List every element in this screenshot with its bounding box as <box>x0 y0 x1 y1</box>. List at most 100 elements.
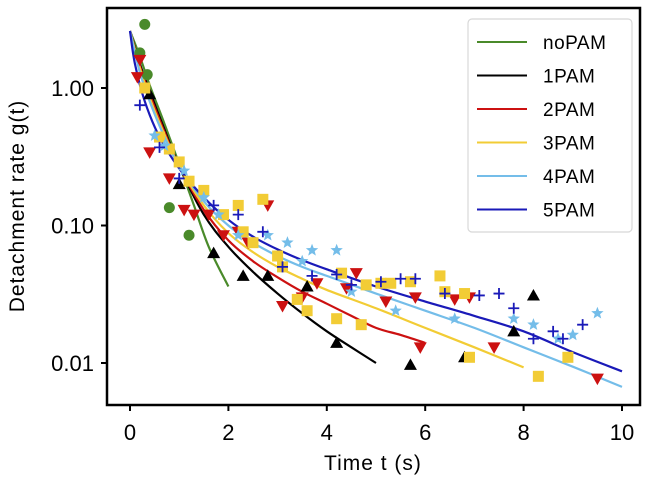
data-point-4pam <box>389 304 402 316</box>
y-tick-label: 0.10 <box>51 214 94 239</box>
data-point-1pam <box>507 324 521 337</box>
data-point-2pam <box>413 342 427 354</box>
legend-box <box>467 18 633 233</box>
data-point-2pam <box>133 54 147 67</box>
data-point-3pam <box>163 143 175 155</box>
data-point-3pam <box>434 270 446 282</box>
data-point-5pam <box>232 209 244 221</box>
data-point-5pam <box>577 319 589 331</box>
data-point-4pam <box>566 328 579 341</box>
x-tick-label: 4 <box>321 420 333 445</box>
data-point-3pam <box>532 370 544 382</box>
data-point-4pam <box>212 208 225 220</box>
data-point-5pam <box>527 333 539 345</box>
data-point-4pam <box>507 312 520 324</box>
data-point-1pam <box>236 269 250 281</box>
data-point-1pam <box>330 336 344 348</box>
y-axis-title: Detachment rate g(t) <box>6 100 29 313</box>
data-point-4pam <box>591 306 604 319</box>
data-point-nopam <box>183 229 195 241</box>
data-point-3pam <box>272 250 284 262</box>
data-point-5pam <box>557 333 569 345</box>
data-point-3pam <box>459 288 471 300</box>
legend: noPAM 1PAM 2PAM 3PAM 4PAM 5PAM <box>467 18 633 233</box>
data-point-2pam <box>448 294 462 306</box>
data-point-5pam <box>173 172 185 184</box>
data-point-3pam <box>154 131 166 143</box>
data-point-3pam <box>217 209 229 221</box>
data-point-5pam <box>154 141 166 153</box>
data-point-3pam <box>385 277 397 289</box>
data-point-2pam <box>590 373 604 386</box>
x-axis-title: Time t (s) <box>324 452 422 475</box>
data-point-1pam <box>300 280 314 292</box>
legend-label-3pam: 3PAM <box>543 134 595 155</box>
data-point-1pam <box>261 269 275 281</box>
data-point-2pam <box>162 173 176 185</box>
legend-label-2pam: 2PAM <box>543 100 595 121</box>
data-point-3pam <box>463 351 475 363</box>
data-point-4pam <box>261 228 274 241</box>
data-point-4pam <box>448 312 461 324</box>
data-point-5pam <box>345 279 357 291</box>
data-point-3pam <box>336 267 348 279</box>
data-point-4pam <box>148 129 161 141</box>
fit-line-1pam <box>128 30 377 364</box>
data-point-5pam <box>331 269 343 281</box>
data-point-3pam <box>562 351 574 363</box>
legend-label-1pam: 1PAM <box>543 67 595 88</box>
data-point-5pam <box>547 325 559 337</box>
y-tick-label: 1.00 <box>51 76 94 101</box>
data-point-3pam <box>301 305 313 317</box>
data-point-2pam <box>339 283 353 295</box>
data-point-3pam <box>355 319 367 331</box>
data-point-nopam <box>163 202 175 214</box>
data-points <box>130 18 604 386</box>
data-point-1pam <box>403 358 417 370</box>
data-point-5pam <box>257 226 269 238</box>
fit-line-5pam <box>128 30 623 373</box>
data-point-2pam <box>276 300 290 313</box>
data-point-3pam <box>139 82 151 94</box>
data-point-5pam <box>375 276 387 288</box>
data-point-4pam <box>158 139 171 152</box>
data-point-2pam <box>487 342 501 354</box>
data-point-nopam <box>141 69 153 81</box>
fit-line-3pam <box>128 30 525 369</box>
data-point-4pam <box>330 243 343 256</box>
data-point-5pam <box>277 261 289 273</box>
data-point-2pam <box>379 296 393 309</box>
x-tick-label: 2 <box>222 420 234 445</box>
data-point-3pam <box>404 276 416 288</box>
legend-label-5pam: 5PAM <box>543 201 595 222</box>
y-axis: 0.01 0.10 1.00 <box>51 76 107 376</box>
data-point-2pam <box>202 209 216 222</box>
data-point-2pam <box>177 204 191 217</box>
data-point-4pam <box>296 254 309 267</box>
data-point-2pam <box>130 72 144 84</box>
fit-line-2pam <box>128 30 426 344</box>
data-point-5pam <box>473 289 485 301</box>
data-point-1pam <box>143 87 157 100</box>
data-point-4pam <box>232 228 245 241</box>
data-point-5pam <box>409 273 421 285</box>
y-tick-label: 0.01 <box>51 351 94 376</box>
data-point-5pam <box>493 288 505 300</box>
legend-label-nopam: noPAM <box>543 33 606 54</box>
data-point-3pam <box>360 279 372 291</box>
data-point-5pam <box>508 302 520 314</box>
data-point-4pam <box>527 318 540 330</box>
data-point-5pam <box>439 288 451 300</box>
data-point-3pam <box>232 199 244 211</box>
x-tick-label: 0 <box>124 420 136 445</box>
data-point-2pam <box>349 268 363 280</box>
data-point-5pam <box>134 99 146 111</box>
data-point-4pam <box>305 243 319 256</box>
legend-label-4pam: 4PAM <box>543 167 595 188</box>
x-tick-label: 10 <box>610 420 634 445</box>
data-point-2pam <box>143 147 157 159</box>
data-point-5pam <box>395 273 407 285</box>
data-point-4pam <box>177 164 191 177</box>
data-point-4pam <box>345 285 358 297</box>
